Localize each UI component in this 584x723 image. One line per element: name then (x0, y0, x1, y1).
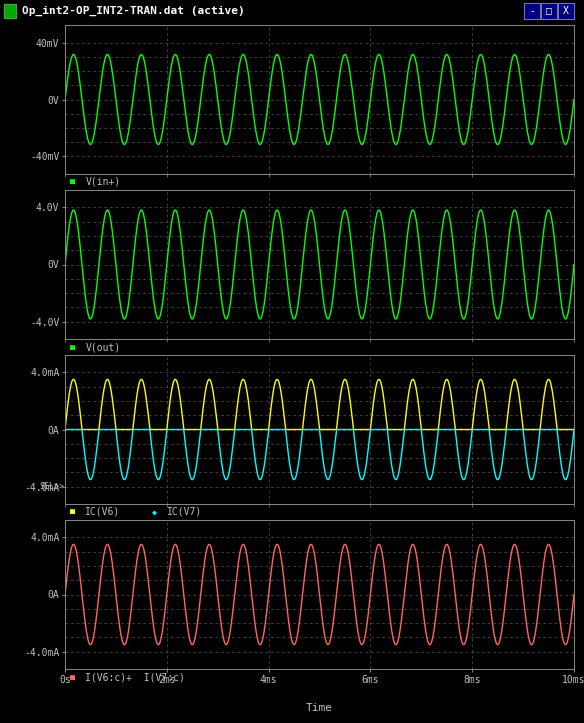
Text: Op_int2-OP_INT2-TRAN.dat (active): Op_int2-OP_INT2-TRAN.dat (active) (22, 6, 245, 16)
Bar (524, 3, 540, 19)
Bar (558, 3, 574, 19)
Bar (558, 3, 574, 19)
Text: IC(V7): IC(V7) (167, 507, 202, 517)
Text: IC(V6): IC(V6) (85, 507, 121, 517)
Text: ■: ■ (70, 672, 75, 682)
Text: ■: ■ (70, 343, 75, 351)
Bar (4, 4, 16, 18)
Bar (541, 3, 557, 19)
Bar (4, 4, 16, 18)
Text: V(out): V(out) (85, 342, 121, 352)
Text: ◆: ◆ (151, 508, 157, 516)
Text: □: □ (546, 6, 552, 16)
Text: SEL>>: SEL>> (40, 482, 64, 492)
Text: -: - (529, 6, 535, 16)
Text: I(V6:c)+  I(V7:c): I(V6:c)+ I(V7:c) (85, 672, 185, 682)
Text: ■: ■ (70, 508, 75, 516)
Text: V(in+): V(in+) (85, 177, 121, 187)
Text: Time: Time (306, 703, 333, 713)
Bar (541, 3, 557, 19)
Text: ■: ■ (70, 178, 75, 187)
Text: X: X (563, 6, 569, 16)
Bar (524, 3, 540, 19)
